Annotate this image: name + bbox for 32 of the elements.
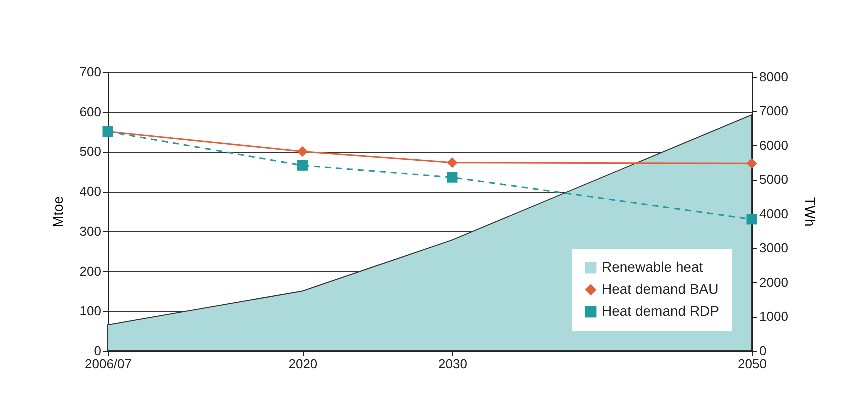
y-tick-label: 700 [80,64,102,80]
x-tick-label: 2050 [738,356,767,372]
y2-tick-label: 8000 [760,69,788,84]
y-tick-label: 200 [80,264,102,279]
x-tick-label: 2030 [438,356,468,372]
y2-tick-label: 4000 [760,206,788,222]
point [297,146,308,157]
point [447,158,458,168]
point [746,214,758,225]
legend-label: Heat demand RDP [602,303,720,319]
y2-tick-label: 0 [760,344,767,358]
y2-tick-label: 3000 [760,240,788,256]
y2-tick-label: 1000 [760,309,788,324]
y2-tick-label: 7000 [760,104,788,119]
legend-label: Heat demand BAU [602,281,719,297]
y-axis-title: Mtoe [50,196,66,228]
y2-axis-title: TWh [802,197,818,227]
y2-tick-label: 6000 [760,138,788,153]
y2-tick-label: 5000 [760,172,788,188]
point [297,160,308,171]
y-tick-label: 600 [80,104,102,120]
legend-label: Renewable heat [602,259,704,275]
x-tick-label: 2006/07 [85,356,132,372]
point [746,158,758,169]
x-tick-label: 2020 [288,356,318,372]
y-tick-label: 400 [80,184,102,200]
y-tick-label: 0 [94,344,102,358]
y2-tick-label: 2000 [760,274,788,290]
y-tick-label: 100 [80,304,102,319]
y-tick-label: 500 [80,144,102,160]
point [447,172,458,183]
y-tick-label: 300 [80,224,102,239]
